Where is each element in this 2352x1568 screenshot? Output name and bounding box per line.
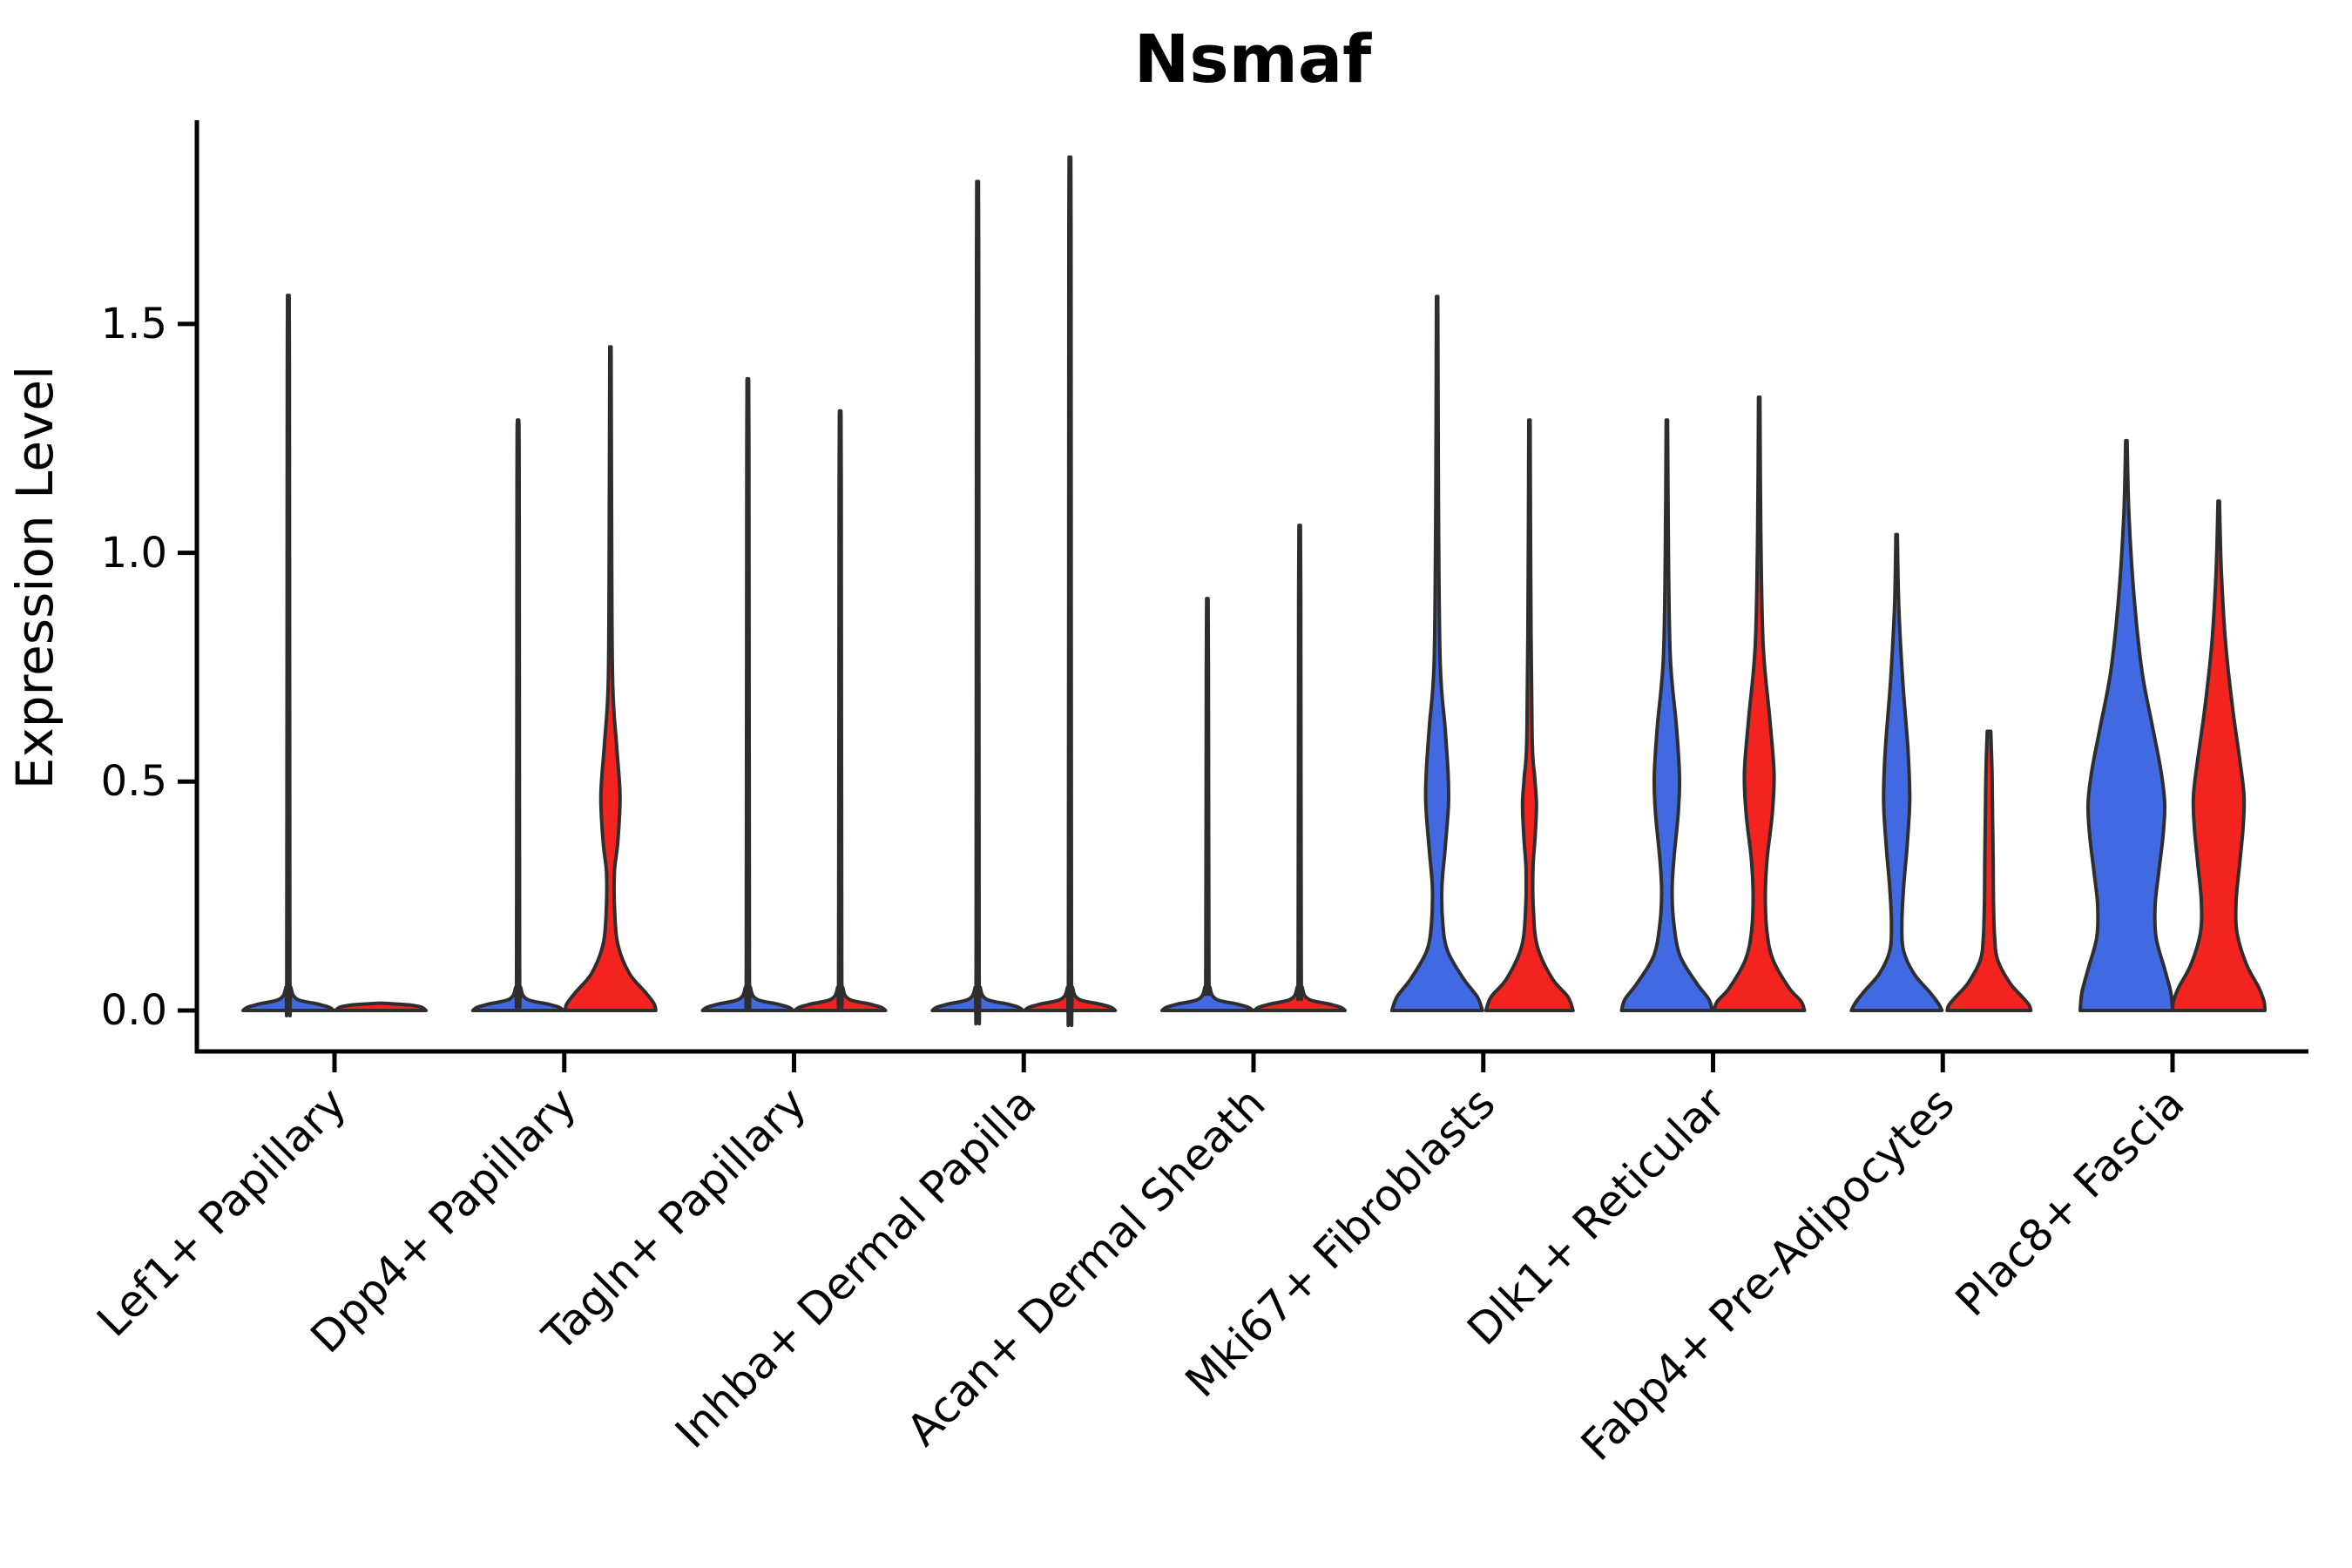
violin-red-dlk1-reticular	[1712, 395, 1807, 1012]
violin-blue-inhba-dermal-papilla	[930, 179, 1025, 1026]
violin-blue-mki67-fibroblasts	[1389, 294, 1484, 1012]
tick-marks	[178, 321, 2175, 1072]
y-tick-label-0.5: 0.5	[101, 757, 167, 806]
violin-red-acan-dermal-sheath	[1253, 524, 1347, 1012]
y-tick-label-1.5: 1.5	[101, 300, 167, 348]
y-tick-label-0: 0.0	[101, 986, 167, 1035]
y-tick-label-1.0: 1.0	[101, 529, 167, 578]
violin-blue-plac8-fascia	[2078, 438, 2174, 1012]
violin-blue-acan-dermal-sheath	[1160, 597, 1254, 1012]
violin-blue-tagln-papillary	[700, 376, 795, 1012]
x-tick-label-plac8-fascia: Plac8+ Fascia	[1946, 1078, 2194, 1326]
x-tick-label-lef1-papillary: Lef1+ Papillary	[87, 1078, 355, 1346]
violin-red-inhba-dermal-papilla	[1023, 155, 1118, 1028]
violin-red-lef1-papillary	[334, 1001, 428, 1012]
violin-red-plac8-fascia	[2171, 499, 2267, 1012]
plot-title: Nsmaf	[1134, 20, 1372, 98]
violin-blue-lef1-papillary	[241, 294, 335, 1017]
violin-red-mki67-fibroblasts	[1484, 418, 1575, 1012]
violin-red-dpp4-papillary	[563, 345, 658, 1012]
violin-red-tagln-papillary	[793, 409, 888, 1012]
violin-blue-dpp4-papillary	[470, 418, 565, 1012]
x-tick-label-fabp4-pre-adipocytes: Fabp4+ Pre-Adipocytes	[1571, 1078, 1964, 1470]
y-axis-label: Expression Level	[5, 366, 64, 789]
violin-blue-fabp4-pre-adipocytes	[1849, 532, 1944, 1012]
violin-blue-dlk1-reticular	[1619, 418, 1714, 1012]
violin-bodies	[241, 155, 2267, 1028]
violin-red-fabp4-pre-adipocytes	[1945, 729, 2033, 1012]
